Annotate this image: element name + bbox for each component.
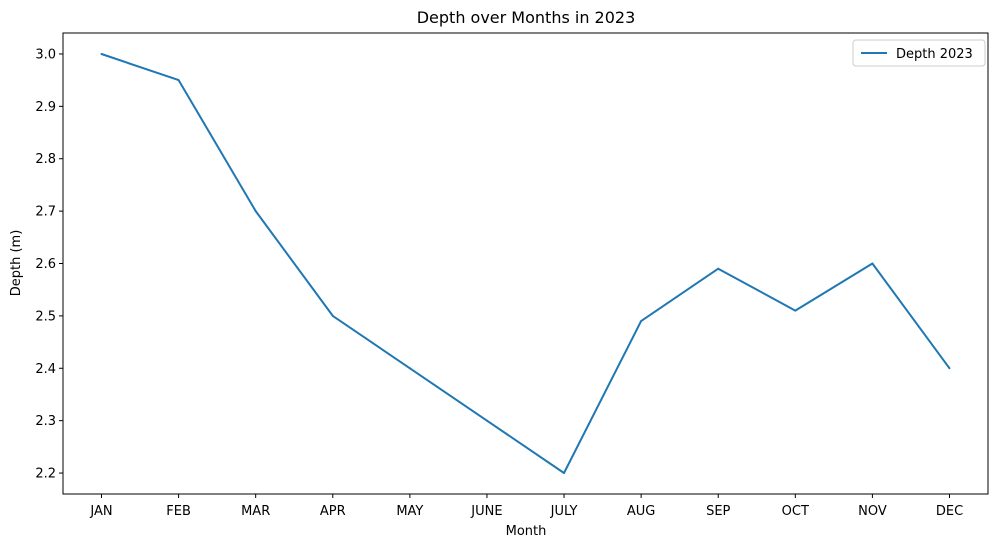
y-axis-label: Depth (m) <box>9 230 24 297</box>
data-point <box>563 472 566 475</box>
y-tick-label: 2.2 <box>35 467 56 482</box>
x-tick-label: JULY <box>550 504 578 519</box>
y-tick-label: 2.5 <box>35 309 56 324</box>
y-axis: 2.2 2.3 2.4 2.5 2.6 2.7 2.8 2.9 3.0 <box>35 47 63 482</box>
x-tick-label: MAR <box>241 504 270 519</box>
legend: Depth 2023 <box>852 39 986 67</box>
chart-title: Depth over Months in 2023 <box>417 8 636 27</box>
data-point <box>331 314 334 317</box>
x-tick-label: DEC <box>936 504 963 519</box>
data-point <box>717 267 720 270</box>
series-points <box>100 52 951 475</box>
data-point <box>794 309 797 312</box>
x-axis-label: Month <box>506 524 547 539</box>
x-axis: JAN FEB MAR APR MAY JUNE JULY AUG SEP OCT NOV DEC <box>89 494 963 519</box>
x-tick-label: NOV <box>858 504 887 519</box>
y-tick-label: 2.4 <box>35 362 56 377</box>
plot-area <box>62 32 989 495</box>
x-tick-label: SEP <box>706 504 730 519</box>
data-point <box>485 419 488 422</box>
y-tick-label: 2.3 <box>35 414 56 429</box>
data-point <box>408 367 411 370</box>
legend-box <box>852 39 986 67</box>
x-tick-label: AUG <box>627 504 655 519</box>
data-point <box>254 210 257 213</box>
data-point <box>177 79 180 82</box>
y-tick-label: 2.6 <box>35 257 56 272</box>
y-tick-label: 3.0 <box>35 47 56 62</box>
data-point <box>640 320 643 323</box>
legend-label: Depth 2023 <box>896 47 973 62</box>
x-tick-label: APR <box>320 504 346 519</box>
data-point <box>100 52 103 55</box>
x-tick-label: FEB <box>166 504 191 519</box>
x-tick-label: OCT <box>782 504 809 519</box>
x-tick-label: JUNE <box>470 504 502 519</box>
y-tick-label: 2.8 <box>35 152 56 167</box>
data-point <box>948 367 951 370</box>
series-line-depth-2023 <box>101 53 951 474</box>
x-tick-label: JAN <box>89 504 112 519</box>
y-tick-label: 2.7 <box>35 205 56 220</box>
x-tick-label: MAY <box>396 504 423 519</box>
y-tick-label: 2.9 <box>35 100 56 115</box>
data-point <box>871 262 874 265</box>
